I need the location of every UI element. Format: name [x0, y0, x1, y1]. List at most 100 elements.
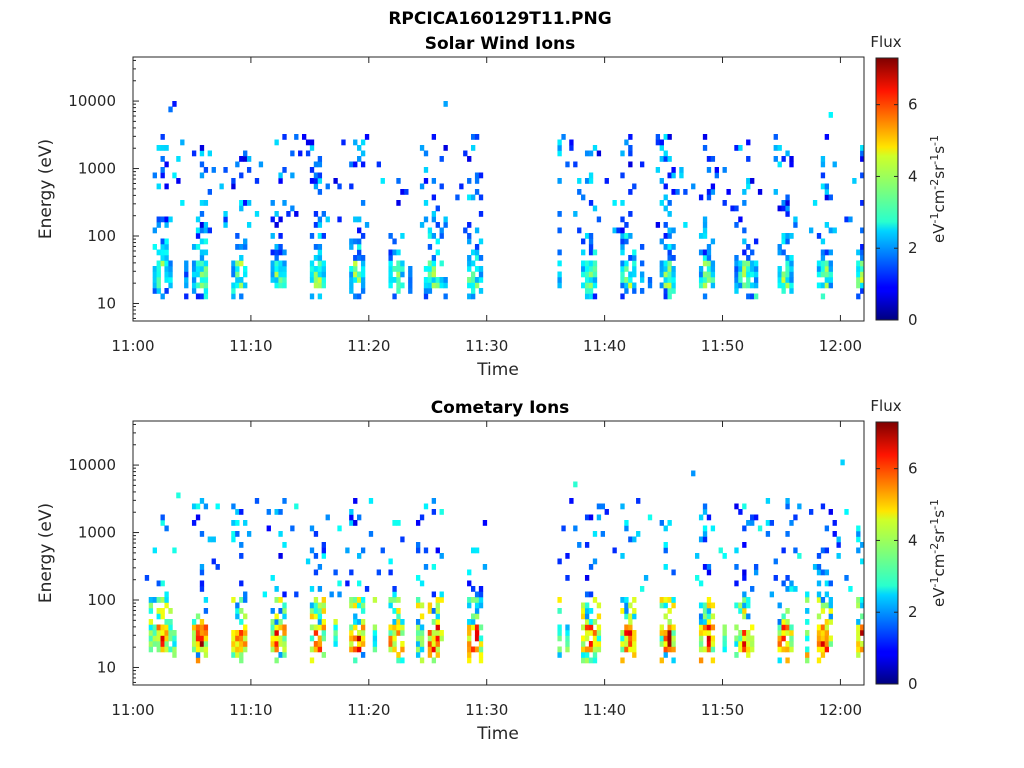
heatmap-cell — [357, 619, 362, 625]
heatmap-cell — [274, 277, 279, 283]
heatmap-cell — [357, 249, 362, 256]
heatmap-cell — [400, 266, 405, 272]
heatmap-cell — [561, 525, 566, 532]
heatmap-cell — [400, 282, 405, 289]
heatmap-cell — [860, 597, 865, 603]
heatmap-cell — [632, 255, 637, 261]
heatmap-cell — [816, 553, 822, 559]
heatmap-cell — [357, 646, 362, 653]
heatmap-cell — [702, 233, 708, 239]
heatmap-cell — [628, 602, 633, 609]
heatmap-cell — [592, 266, 598, 272]
heatmap-cell — [467, 597, 472, 603]
heatmap-cell — [848, 586, 853, 592]
heatmap-cell — [360, 547, 366, 554]
heatmap-cell — [679, 172, 684, 179]
heatmap-cell — [317, 641, 323, 647]
heatmap-cell — [231, 630, 236, 636]
heatmap-cell — [168, 266, 173, 272]
heatmap-cell — [561, 134, 566, 140]
heatmap-cell — [750, 249, 755, 256]
heatmap-cell — [156, 277, 161, 283]
heatmap-cell — [820, 156, 826, 162]
heatmap-cell — [313, 282, 319, 289]
heatmap-cell — [235, 277, 240, 283]
heatmap-cell — [243, 630, 248, 636]
heatmap-cell — [577, 178, 582, 184]
heatmap-cell — [309, 233, 315, 239]
heatmap-cell — [431, 509, 437, 515]
y-tick-label: 10 — [97, 294, 116, 312]
heatmap-cell — [360, 288, 366, 294]
heatmap-cell — [419, 183, 425, 190]
heatmap-cell — [659, 178, 664, 184]
heatmap-cell — [396, 277, 401, 283]
heatmap-cell — [482, 564, 488, 570]
heatmap-cell — [785, 641, 790, 647]
heatmap-cell — [419, 222, 425, 228]
heatmap-cell — [671, 282, 676, 289]
heatmap-cell — [581, 635, 586, 642]
heatmap-cell — [856, 266, 861, 272]
heatmap-cell — [176, 156, 181, 162]
heatmap-cell — [392, 520, 397, 526]
heatmap-cell — [667, 211, 672, 217]
heatmap-cell — [789, 233, 794, 239]
heatmap-cell — [388, 249, 393, 256]
heatmap-cell — [710, 277, 716, 283]
heatmap-cell — [360, 652, 366, 658]
heatmap-cell — [282, 630, 287, 636]
heatmap-cell — [164, 271, 169, 278]
heatmap-cell — [317, 293, 323, 300]
heatmap-cell — [828, 282, 833, 289]
heatmap-cell — [746, 293, 751, 300]
heatmap-cell — [455, 194, 460, 201]
heatmap-cell — [742, 646, 747, 653]
heatmap-cell — [321, 260, 326, 267]
heatmap-cell — [164, 602, 169, 609]
heatmap-cell — [592, 619, 598, 625]
heatmap-cell — [805, 591, 810, 598]
heatmap-cell — [667, 288, 672, 294]
heatmap-cell — [659, 657, 664, 664]
heatmap-cell — [353, 293, 358, 300]
heatmap-cell — [415, 520, 421, 526]
heatmap-cell — [164, 216, 169, 223]
heatmap-cell — [577, 189, 582, 195]
heatmap-cell — [581, 613, 586, 620]
heatmap-cell — [860, 624, 865, 631]
heatmap-cell — [431, 608, 437, 614]
heatmap-cell — [415, 635, 421, 642]
heatmap-cell — [152, 597, 157, 603]
heatmap-cell — [702, 536, 708, 543]
heatmap-cell — [624, 260, 629, 267]
heatmap-cell — [596, 630, 602, 636]
heatmap-cell — [750, 641, 755, 647]
heatmap-cell — [309, 293, 315, 300]
heatmap-cell — [431, 646, 437, 653]
heatmap-cell — [235, 635, 240, 642]
heatmap-cell — [620, 553, 625, 559]
y-tick-label: 100 — [87, 227, 116, 245]
heatmap-cell — [219, 183, 224, 190]
heatmap-cell — [203, 271, 209, 278]
heatmap-cell — [313, 271, 319, 278]
heatmap-cell — [750, 514, 755, 521]
heatmap-cell — [722, 553, 727, 559]
heatmap-cell — [290, 172, 295, 179]
heatmap-cell — [274, 619, 279, 625]
heatmap-cell — [478, 586, 484, 592]
heatmap-cell — [860, 630, 865, 636]
heatmap-cell — [243, 646, 248, 653]
heatmap-cell — [667, 293, 672, 300]
heatmap-cell — [408, 288, 413, 294]
heatmap-cell — [773, 134, 778, 140]
heatmap-cell — [836, 542, 841, 548]
heatmap-cell — [785, 630, 790, 636]
heatmap-cell — [557, 608, 562, 614]
heatmap-cell — [392, 608, 397, 614]
heatmap-cell — [443, 145, 448, 151]
heatmap-cell — [474, 249, 480, 256]
heatmap-cell — [474, 613, 480, 620]
heatmap-cell — [239, 172, 244, 179]
